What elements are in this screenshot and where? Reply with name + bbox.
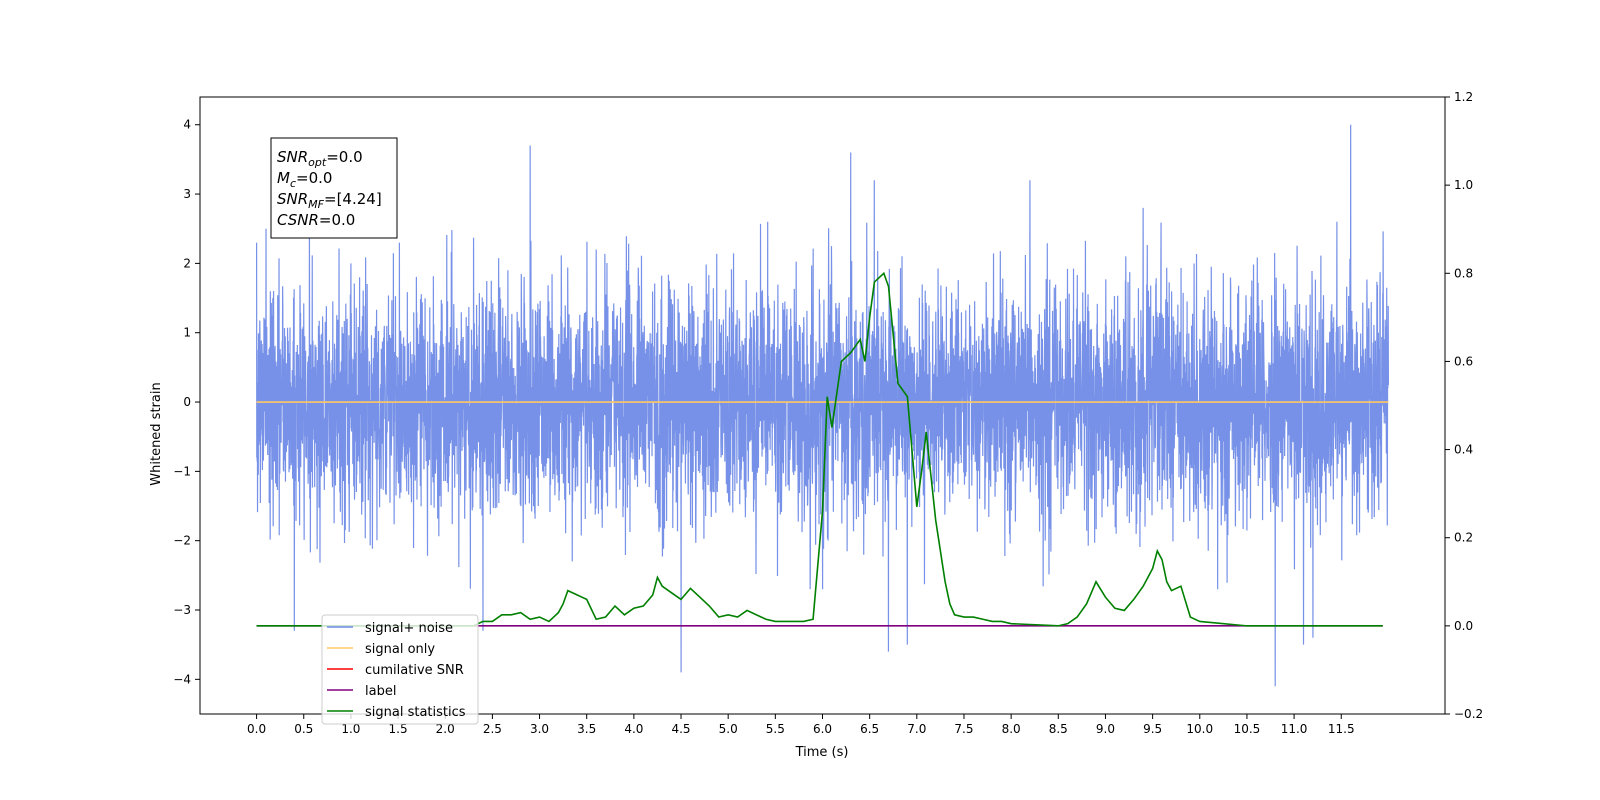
legend-entry: label [365,684,396,699]
x-tick-label: 10.5 [1234,722,1261,736]
x-tick-label: 1.5 [389,722,408,736]
legend-entry: cumilative SNR [365,663,464,678]
x-tick-label: 6.5 [860,722,879,736]
y-tick-label: 1 [183,326,191,340]
y2-tick-label: 1.2 [1454,90,1473,104]
x-tick-label: 6.0 [813,722,832,736]
legend-entry: signal+ noise [365,621,453,636]
x-tick-label: 0.0 [247,722,266,736]
legend: signal+ noise signal only cumilative SNR la… [321,614,479,725]
y-axis-label: Whitened strain [149,382,164,485]
legend-entry: signal only [365,642,435,657]
x-tick-label: 11.5 [1328,722,1355,736]
info-box-line: SNRopt=0.0 [277,148,363,169]
legend-frame [321,614,479,725]
x-tick-label: 0.5 [294,722,313,736]
info-box-frame [270,137,398,239]
x-axis: 0.0 0.5 1.0 1.5 2.0 2.5 3.0 3.5 4.0 4.5 5.0 5.5 6.0 6… [247,714,1355,736]
series-line-signal-noise [255,124,1390,687]
x-tick-label: 3.5 [577,722,596,736]
y2-tick-label: 0.8 [1454,266,1473,280]
x-tick-label: 3.0 [530,722,549,736]
y2-tick-label: 0.4 [1454,443,1473,457]
x-tick-label: 10.0 [1186,722,1213,736]
y2-tick-label: 0.0 [1454,619,1473,633]
y2-tick-label: 0.6 [1454,354,1473,368]
y2-tick-label: 1.0 [1454,178,1473,192]
y-tick-label: 4 [183,118,191,132]
x-tick-label: 7.5 [954,722,973,736]
legend-entry: signal statistics [365,705,466,720]
y-tick-label: −4 [173,672,191,686]
y2-tick-label: 0.2 [1454,531,1473,545]
y-tick-label: −1 [173,464,191,478]
y-axis: −4 −3 −2 −1 0 1 2 3 4 [173,118,200,686]
y-tick-label: −3 [173,603,191,617]
y2-axis: −0.2 0.0 0.2 0.4 0.6 0.8 1.0 1.2 [1445,90,1483,721]
x-tick-label: 8.5 [1049,722,1068,736]
x-tick-label: 1.0 [341,722,360,736]
x-tick-label: 9.5 [1143,722,1162,736]
y-tick-label: 3 [183,187,191,201]
x-tick-label: 8.0 [1002,722,1021,736]
noise-layer [255,124,1390,687]
y-tick-label: 0 [183,395,191,409]
info-box-line: CSNR=0.0 [277,211,355,229]
x-tick-label: 9.0 [1096,722,1115,736]
info-box-line: Mc=0.0 [277,169,332,190]
x-tick-label: 2.5 [483,722,502,736]
y-tick-label: −2 [173,534,191,548]
x-tick-label: 2.0 [436,722,455,736]
x-tick-label: 11.0 [1281,722,1308,736]
x-tick-label: 5.5 [766,722,785,736]
series-line-signal-statistics [256,271,1383,627]
y-tick-label: 2 [183,256,191,270]
y2-tick-label: −0.2 [1454,707,1483,721]
x-tick-label: 7.0 [907,722,926,736]
x-tick-label: 5.0 [719,722,738,736]
x-tick-label: 4.5 [671,722,690,736]
x-tick-label: 4.0 [624,722,643,736]
x-axis-label: Time (s) [795,745,849,760]
info-box-line: SNRMF=[4.24] [277,190,382,211]
